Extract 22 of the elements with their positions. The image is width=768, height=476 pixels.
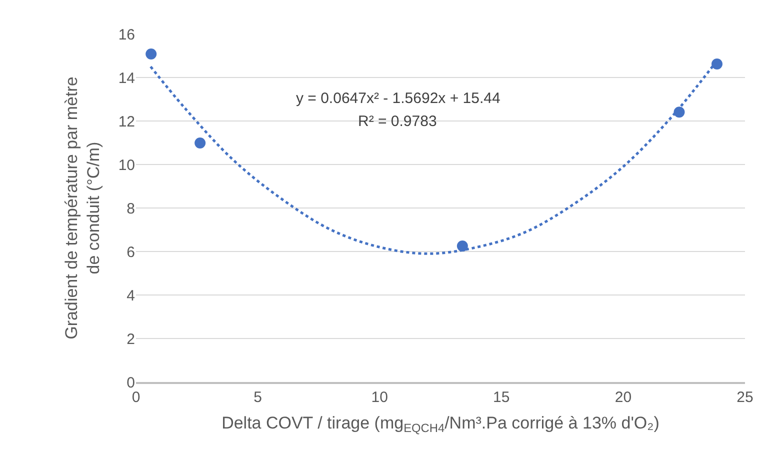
point	[456, 240, 468, 252]
y-tick-label: 14	[118, 70, 135, 87]
y-tick-label: 12	[118, 113, 135, 130]
y-tick-label: 6	[126, 244, 135, 261]
x-tick-label: 25	[736, 388, 754, 406]
x-tick-label: 5	[254, 388, 262, 406]
y-axis-title: Gradient de température par mètre de conduit (°C/m)	[62, 76, 103, 340]
point	[194, 137, 206, 148]
x-tick-label: 15	[493, 388, 510, 406]
y-tick-label: 2	[126, 330, 135, 348]
y-tick-label: 8	[126, 200, 135, 218]
y-tick-label: 10	[118, 156, 135, 174]
point	[711, 58, 722, 70]
x-tick-label: 20	[614, 388, 632, 406]
y-tick-label: 4	[126, 287, 135, 304]
point	[146, 48, 157, 60]
annotation: R² = 0.9783	[358, 113, 437, 130]
x-axis-title: Delta COVT / tirage (mg$_{EQCH4}$/Nm³.Pa corrigé à 13% d'O₂)	[222, 414, 660, 436]
annotation: y = 0.0647x² - 1.5692x + 15.44	[296, 90, 500, 107]
y-tick-label: 16	[118, 26, 135, 44]
y-tick-label: 0	[126, 374, 135, 392]
x-tick-label: 10	[371, 388, 388, 406]
